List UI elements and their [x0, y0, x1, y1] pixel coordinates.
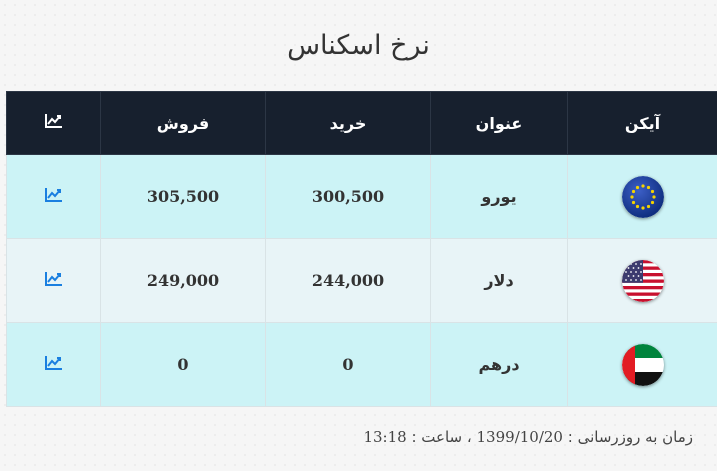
chart-cell — [6, 238, 101, 323]
header-chart — [6, 91, 101, 155]
sell-price: 305,500 — [100, 154, 266, 239]
chart-icon[interactable] — [44, 187, 64, 203]
chart-icon[interactable] — [44, 355, 64, 371]
currency-rate-table: آیکن عنوان خرید فروش — [6, 91, 717, 407]
table-row: یورو 300,500 305,500 — [6, 154, 717, 239]
uae-flag-icon — [621, 343, 664, 386]
update-label: زمان به روزرسانی : — [567, 428, 693, 446]
icon-cell — [567, 154, 717, 239]
header-sell: فروش — [100, 91, 266, 155]
chart-icon[interactable] — [44, 271, 64, 287]
currency-name: دلار — [430, 238, 568, 323]
table-row: دلار 244,000 249,000 — [6, 238, 717, 323]
buy-price: 244,000 — [265, 238, 431, 323]
us-flag-icon — [621, 259, 664, 302]
page-title: نرخ اسکناس — [287, 30, 430, 61]
icon-cell — [567, 322, 717, 407]
update-clock: 13:18 — [363, 428, 407, 446]
chart-icon — [44, 114, 62, 128]
currency-name: یورو — [430, 154, 568, 239]
update-time: زمان به روزرسانی : 1399/10/20 ، ساعت : 1… — [363, 428, 693, 446]
update-separator: ، ساعت : — [411, 428, 472, 446]
table-row: درهم 0 0 — [6, 322, 717, 407]
eu-flag-icon — [621, 175, 664, 218]
icon-cell — [567, 238, 717, 323]
currency-name: درهم — [430, 322, 568, 407]
update-date: 1399/10/20 — [476, 428, 563, 446]
buy-price: 300,500 — [265, 154, 431, 239]
sell-price: 0 — [100, 322, 266, 407]
header-buy: خرید — [265, 91, 431, 155]
table-header-row: آیکن عنوان خرید فروش — [6, 91, 717, 155]
chart-cell — [6, 322, 101, 407]
header-name: عنوان — [430, 91, 568, 155]
header-icon: آیکن — [567, 91, 717, 155]
chart-cell — [6, 154, 101, 239]
buy-price: 0 — [265, 322, 431, 407]
sell-price: 249,000 — [100, 238, 266, 323]
